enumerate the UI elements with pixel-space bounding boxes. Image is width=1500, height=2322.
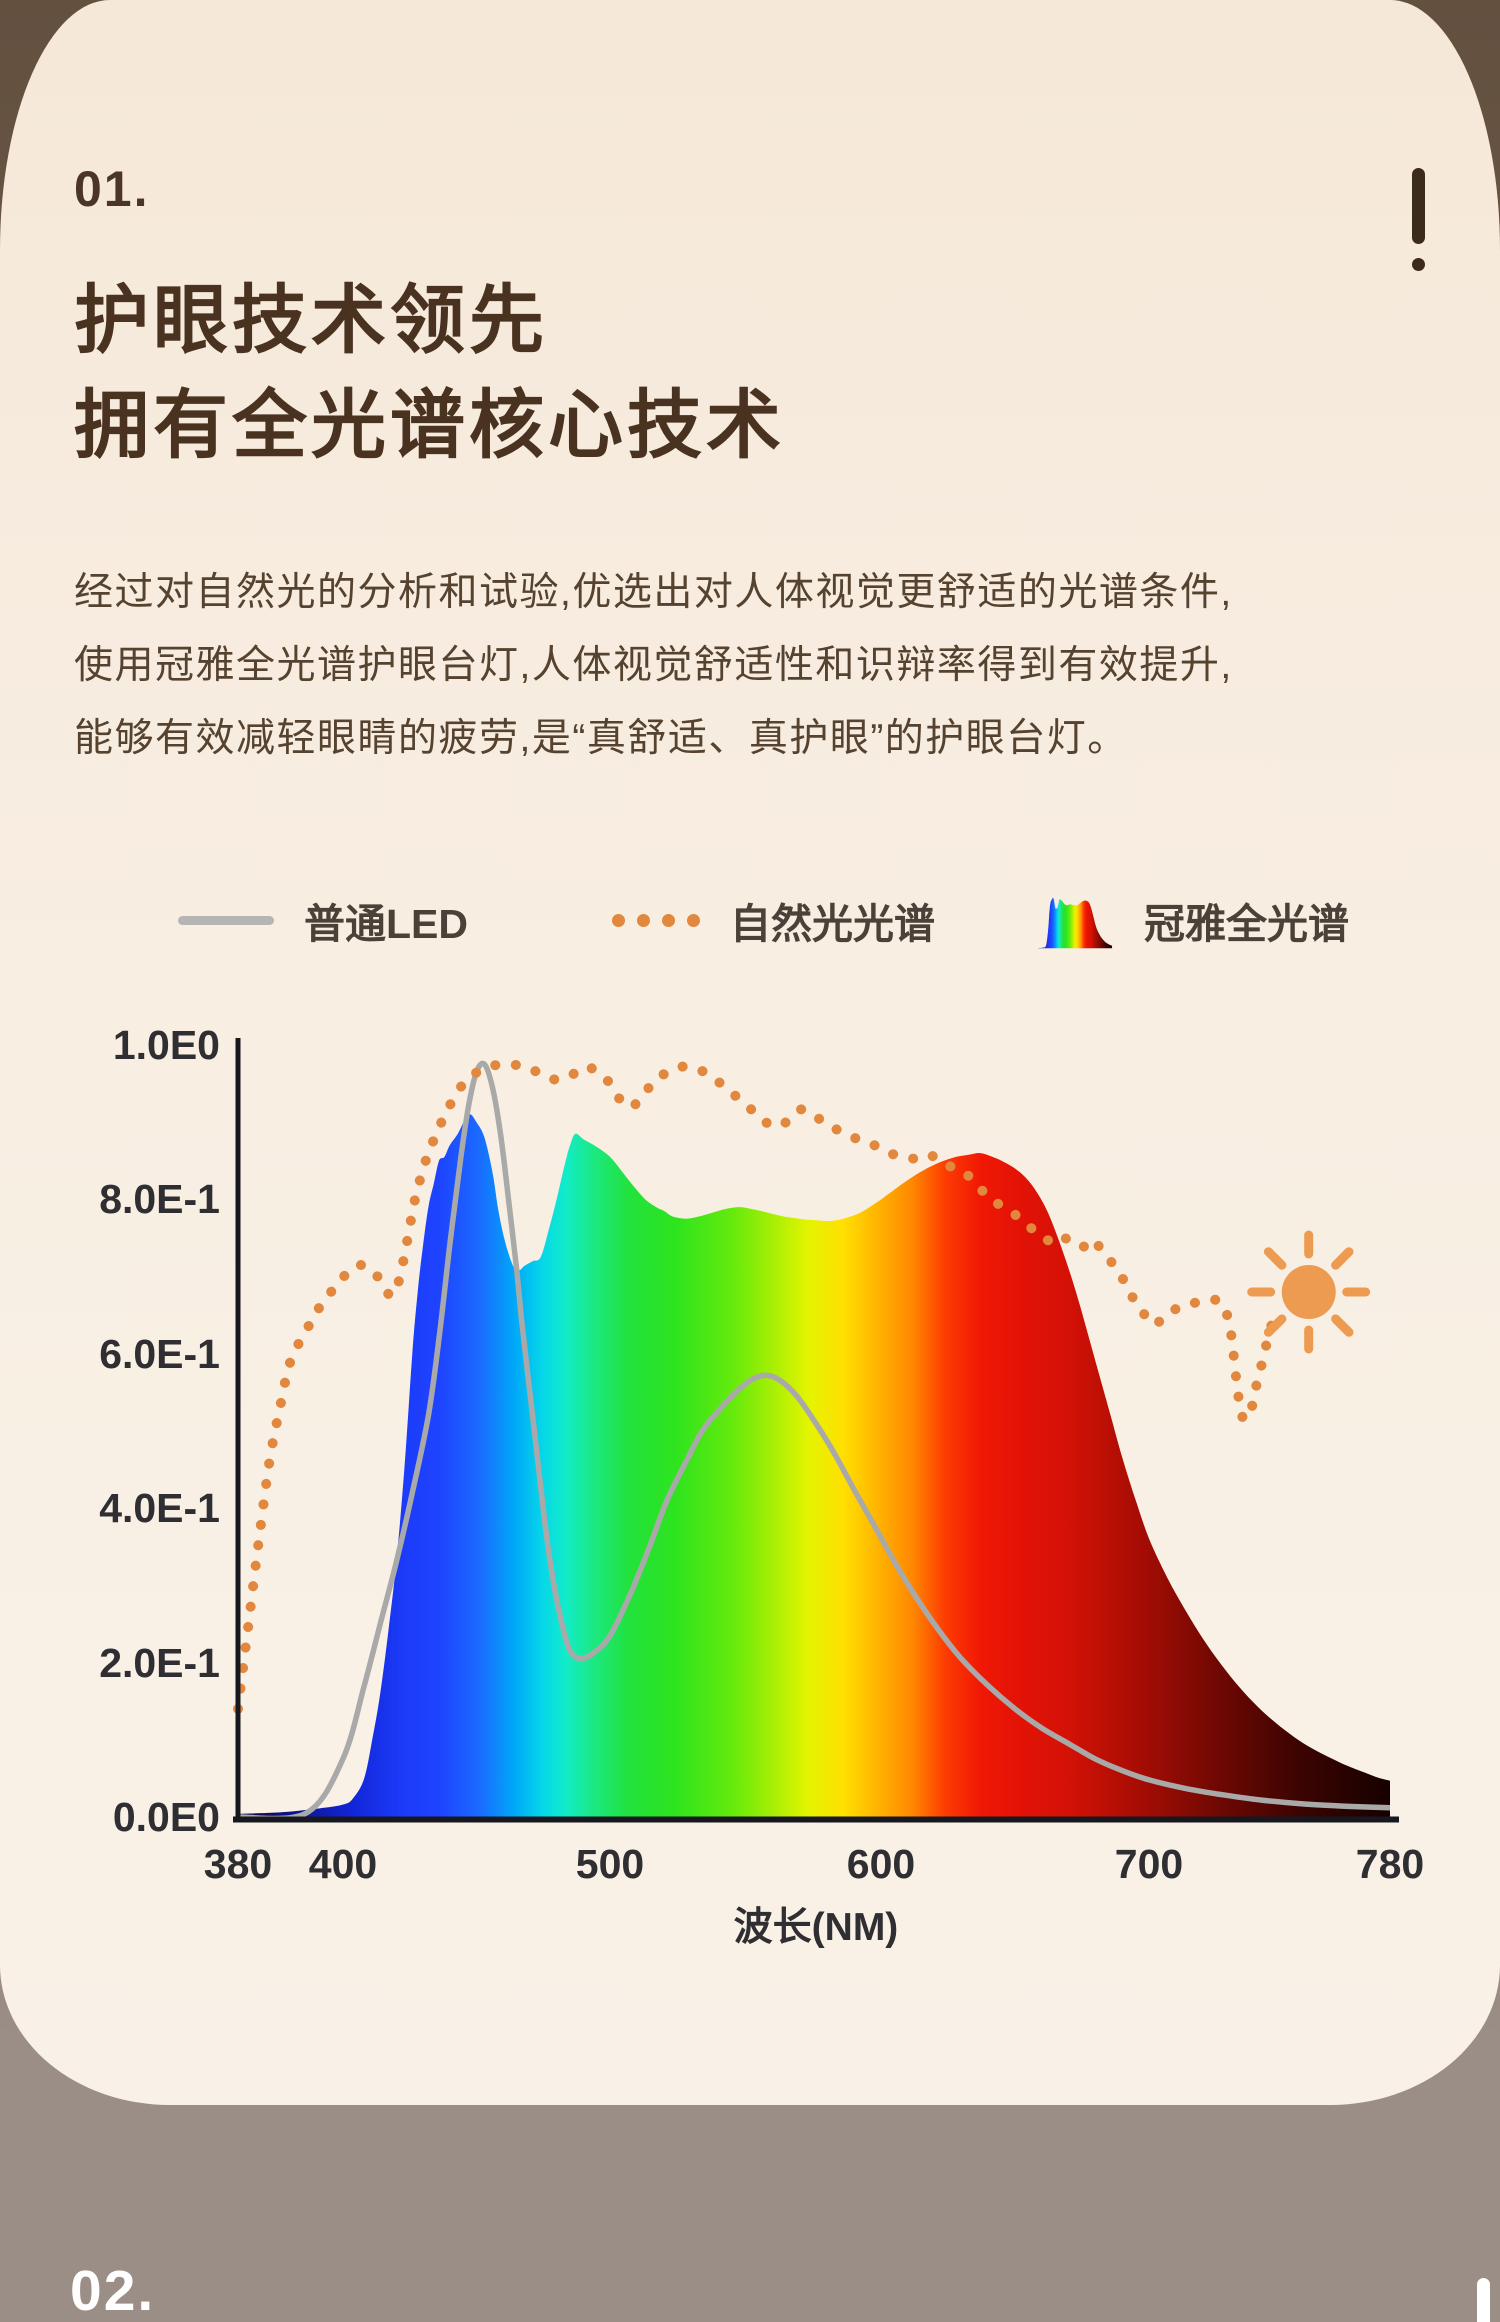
y-tick-label: 6.0E-1: [99, 1331, 220, 1377]
x-axis-labels: 380 400 500 600 700 780: [204, 1841, 1424, 1887]
next-section-number: 02.: [70, 2259, 156, 2322]
title-line-2: 拥有全光谱核心技术: [74, 383, 786, 467]
x-tick-label: 700: [1115, 1841, 1183, 1887]
natural-light-dotted-curve: [233, 1059, 1281, 1714]
y-tick-label: 8.0E-1: [99, 1176, 220, 1222]
y-tick-label: 1.0E0: [113, 1022, 220, 1068]
guanya-spectrum-area: [238, 1114, 1390, 1817]
x-tick-label: 380: [204, 1841, 272, 1887]
y-tick-label: 2.0E-1: [99, 1640, 220, 1686]
x-tick-label: 500: [576, 1841, 644, 1887]
y-tick-label: 0.0E0: [113, 1794, 220, 1840]
page-title: 护眼技术领先 拥有全光谱核心技术: [74, 268, 785, 478]
led-curve: [237, 1060, 1391, 1822]
rainbow-spectrum-icon: [1037, 897, 1113, 949]
x-tick-label: 780: [1356, 1841, 1424, 1887]
x-axis-title: 波长(NM): [734, 1906, 899, 1949]
spectrum-chart: 1.0E0 8.0E-1 6.0E-1 4.0E-1 2.0E-1 0.0E0 380 40…: [0, 1000, 1500, 2000]
y-axis-labels: 1.0E0 8.0E-1 6.0E-1 4.0E-1 2.0E-1 0.0E0: [99, 1022, 220, 1840]
content-card: 01. 护眼技术领先 拥有全光谱核心技术 经过对自然光的分析和试验,优选出对人体…: [0, 0, 1500, 2105]
paragraph-line-3: 能够有效减轻眼睛的疲劳,是“真舒适、真护眼”的护眼台灯。: [74, 717, 1128, 760]
legend-label-led: 普通LED: [304, 901, 468, 947]
orange-dots-swatch: [612, 913, 700, 927]
exclamation-icon: [1412, 168, 1425, 244]
x-tick-label: 400: [309, 1841, 377, 1887]
legend-item-guanya: 冠雅全光谱: [1036, 882, 1349, 958]
title-line-1: 护眼技术领先: [74, 278, 549, 362]
paragraph-line-2: 使用冠雅全光谱护眼台灯,人体视觉舒适性和识辩率得到有效提升,: [74, 644, 1233, 687]
sun-icon: [1247, 1230, 1371, 1354]
legend-label-natural-light: 自然光光谱: [730, 901, 935, 947]
led-line-swatch: [178, 915, 274, 925]
bottom-exclamation-icon: [1477, 2278, 1490, 2322]
spectrum-chart-svg: 1.0E0 8.0E-1 6.0E-1 4.0E-1 2.0E-1 0.0E0 380 40…: [99, 1022, 1424, 1949]
y-tick-label: 4.0E-1: [99, 1485, 220, 1531]
legend-item-natural-light: 自然光光谱: [612, 882, 935, 958]
exclamation-icon-dot: [1412, 258, 1425, 271]
description-paragraph: 经过对自然光的分析和试验,优选出对人体视觉更舒适的光谱条件, 使用冠雅全光谱护眼…: [74, 556, 1454, 775]
section-number: 01.: [74, 161, 150, 217]
legend-item-led: 普通LED: [178, 882, 468, 958]
paragraph-line-1: 经过对自然光的分析和试验,优选出对人体视觉更舒适的光谱条件,: [74, 571, 1233, 614]
legend-label-guanya: 冠雅全光谱: [1144, 901, 1349, 947]
x-tick-label: 600: [847, 1841, 915, 1887]
